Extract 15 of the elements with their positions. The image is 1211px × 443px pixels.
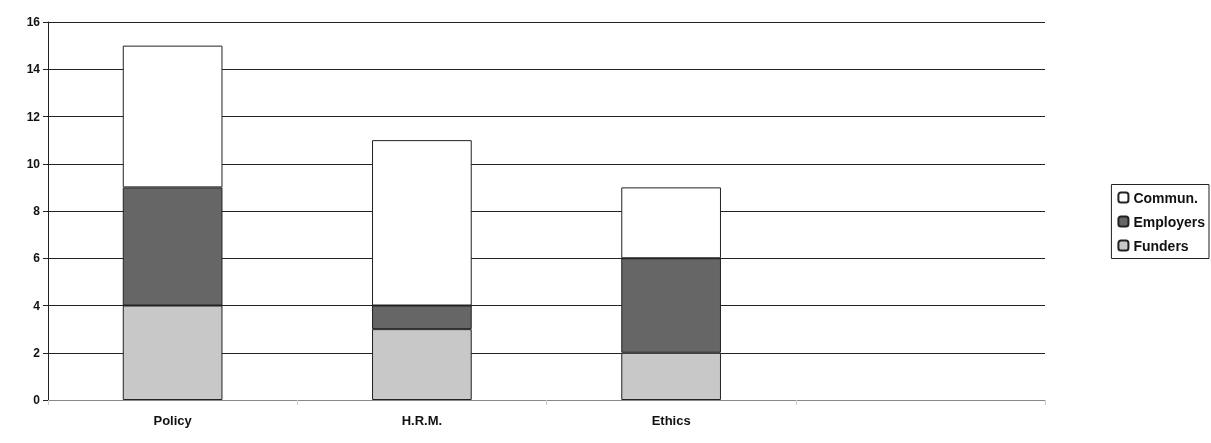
y-tick-label: 10 [26,156,41,171]
y-tick-label: 0 [33,393,41,407]
y-tick-label: 2 [33,345,41,360]
y-tick-label: 14 [26,62,41,77]
x-tick-label: Policy [153,413,193,428]
legend-label: Funders [1133,237,1189,254]
legend-label: Commun. [1133,189,1198,206]
y-tick-label: 8 [33,204,41,218]
y-tick-label: 16 [26,15,41,29]
legend-label: Employers [1133,213,1206,230]
y-tick-label: 6 [33,251,41,266]
x-tick-label: H.R.M. [401,413,443,428]
y-tick-label: 12 [26,109,41,124]
y-tick-label: 4 [33,298,41,313]
x-tick-label: Ethics [651,413,691,428]
